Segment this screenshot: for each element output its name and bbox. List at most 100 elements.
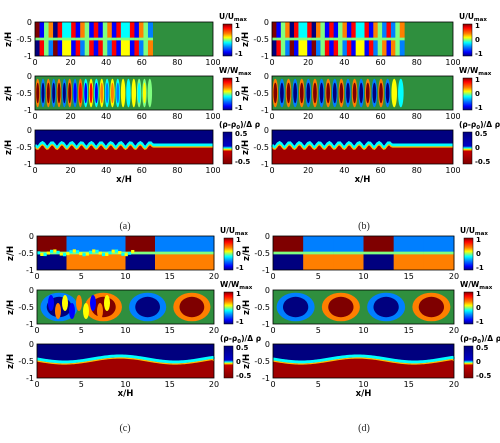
colorbar-title: U/Umax bbox=[220, 226, 248, 237]
field-cell bbox=[285, 39, 291, 56]
field-cell bbox=[71, 39, 77, 56]
field-cell bbox=[62, 39, 68, 56]
field-cell bbox=[110, 82, 114, 104]
field-cell bbox=[56, 250, 60, 254]
colorbar-tick: -0.5 bbox=[235, 158, 250, 166]
x-tick-label: 10 bbox=[358, 272, 368, 281]
x-tick-label: 40 bbox=[339, 112, 349, 121]
colorbar-tick: 0 bbox=[235, 36, 240, 44]
x-tick-label: 0 bbox=[269, 58, 274, 67]
plot-frame bbox=[34, 129, 214, 165]
field-cell bbox=[272, 22, 277, 39]
field-cell bbox=[346, 37, 352, 41]
field-cell bbox=[333, 253, 364, 270]
field-cell bbox=[53, 22, 59, 39]
plot-frame bbox=[34, 21, 214, 57]
y-tick-label: -1 bbox=[262, 266, 270, 275]
interface-band bbox=[36, 354, 216, 364]
x-tick-label: 20 bbox=[303, 58, 313, 67]
colorbar-tick: -1 bbox=[475, 50, 483, 58]
field-cell bbox=[111, 37, 117, 41]
field-cell bbox=[373, 39, 379, 56]
field-cell bbox=[75, 22, 81, 39]
field-cell bbox=[48, 37, 54, 41]
field-cell bbox=[89, 39, 95, 56]
density-plot: 0-0.5-1z/H0 5 10 15 20x/H0.50-0.5(ρ-ρ0)/Δ ρ bbox=[6, 334, 262, 399]
field-cell bbox=[84, 82, 88, 104]
field-cell bbox=[282, 296, 309, 318]
field-cell bbox=[57, 82, 61, 104]
y-tick-label: -0.5 bbox=[253, 143, 269, 152]
field-cell bbox=[320, 39, 326, 56]
field-cell bbox=[134, 22, 140, 39]
field-cell bbox=[298, 39, 304, 56]
field-cell bbox=[280, 82, 284, 104]
colorbar-gradient bbox=[462, 131, 473, 165]
x-tick-label: 5 bbox=[79, 272, 84, 281]
colorbar: 0.5 0 -0.5 (ρ-ρ0)/Δ ρ bbox=[460, 334, 500, 380]
x-tick-label: 0 bbox=[34, 326, 39, 335]
field-cell bbox=[44, 39, 50, 56]
field-cell bbox=[285, 37, 291, 41]
field-cell bbox=[48, 295, 54, 311]
field-cell bbox=[307, 37, 313, 41]
field-cell bbox=[132, 82, 136, 104]
field-cell bbox=[39, 22, 45, 39]
y-axis-label: z/H bbox=[242, 300, 252, 315]
field-cell bbox=[316, 22, 321, 39]
field-cell bbox=[84, 37, 90, 41]
field-cell bbox=[84, 39, 90, 56]
field-cell bbox=[121, 82, 125, 104]
field-cell bbox=[326, 82, 331, 104]
plot-frame bbox=[271, 75, 454, 111]
field-cell bbox=[399, 39, 405, 56]
field-cell bbox=[365, 82, 370, 104]
interface-band bbox=[33, 140, 213, 150]
y-tick-label: -0.5 bbox=[16, 35, 32, 44]
colorbar-tick: 0.5 bbox=[475, 130, 488, 138]
field-cell bbox=[339, 82, 344, 104]
field-cell bbox=[121, 252, 125, 256]
field-cell bbox=[184, 251, 215, 255]
x-tick-label: 40 bbox=[101, 58, 111, 67]
field-cell bbox=[346, 82, 350, 104]
x-tick-label: 60 bbox=[137, 112, 147, 121]
field-cell bbox=[66, 22, 72, 39]
field-cell bbox=[46, 251, 50, 255]
field-cell bbox=[89, 22, 95, 39]
field-cell bbox=[96, 236, 126, 253]
field-cell bbox=[66, 236, 97, 253]
field-cell bbox=[294, 39, 299, 56]
field-cell bbox=[82, 253, 86, 257]
x-tick-label: 100 bbox=[445, 166, 460, 175]
y-tick-label: -1 bbox=[262, 374, 270, 383]
field-cell bbox=[316, 37, 321, 41]
field-cell bbox=[129, 39, 135, 56]
interface-band bbox=[270, 140, 453, 150]
interface-line bbox=[34, 143, 213, 151]
x-tick-label: 10 bbox=[358, 380, 368, 389]
field-cell bbox=[286, 82, 291, 104]
colorbar-gradient bbox=[462, 23, 473, 57]
colorbar: 1 0 -1 W/Wmax bbox=[219, 66, 252, 112]
field-cell bbox=[69, 303, 75, 319]
field-cell bbox=[373, 37, 379, 41]
colorbar-tick: 0 bbox=[235, 144, 240, 152]
y-axis-label: z/H bbox=[6, 300, 16, 315]
field-cell bbox=[120, 39, 126, 56]
field-cell bbox=[137, 82, 141, 104]
x-tick-label: 20 bbox=[449, 326, 459, 335]
field-cell bbox=[280, 22, 286, 39]
x-tick-label: 20 bbox=[303, 112, 313, 121]
caption: (b) bbox=[358, 221, 370, 232]
field-cell bbox=[105, 252, 109, 256]
field-cell bbox=[368, 39, 374, 56]
field-cell bbox=[35, 37, 41, 41]
colorbar-gradient bbox=[463, 237, 474, 271]
field-cell bbox=[342, 22, 348, 39]
